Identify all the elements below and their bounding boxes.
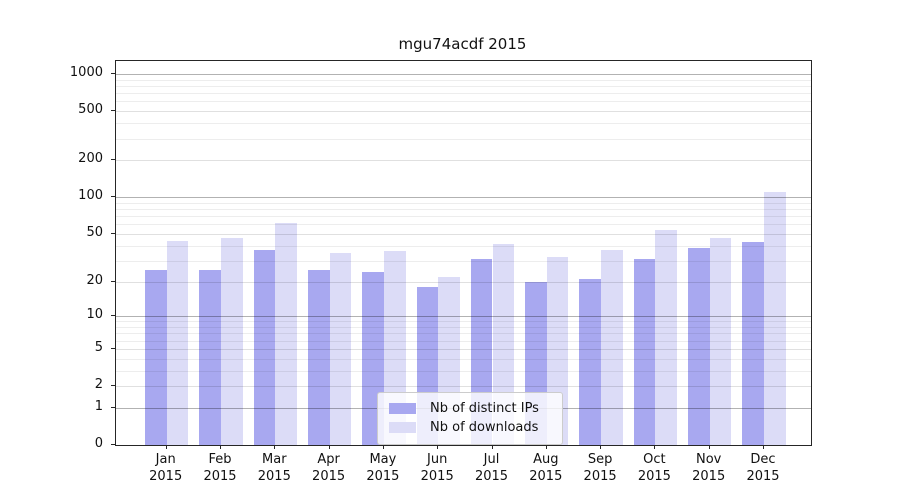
- bar-nb-of-distinct-ips-nov: [688, 248, 710, 445]
- x-tick-label-jul: Jul 2015: [474, 452, 509, 484]
- bar-nb-of-distinct-ips-apr: [307, 270, 330, 445]
- legend-item-downloads: Nb of downloads: [389, 418, 551, 437]
- x-tick-mark: [328, 445, 330, 449]
- bar-nb-of-distinct-ips-dec: [742, 241, 764, 445]
- bar-nb-of-distinct-ips-oct: [633, 258, 656, 445]
- x-tick-mark: [763, 445, 764, 449]
- x-tick-mark: [274, 445, 276, 449]
- y-tick-label-20: 20: [86, 272, 103, 288]
- x-tick-mark: [220, 445, 221, 449]
- y-tick-mark: [111, 196, 115, 198]
- x-tick-label-nov: Nov 2015: [692, 452, 726, 484]
- x-tick-label-dec: Dec 2015: [746, 452, 780, 484]
- bar-nb-of-downloads-sep: [601, 249, 623, 445]
- y-tick-mark: [111, 444, 115, 445]
- bar-nb-of-downloads-dec: [764, 192, 786, 445]
- bar-nb-of-distinct-ips-sep: [579, 279, 602, 445]
- y-tick-mark: [111, 73, 115, 74]
- x-tick-label-oct: Oct 2015: [637, 452, 671, 484]
- y-tick-label-2: 2: [94, 377, 103, 392]
- legend-swatch-distinct-ips-icon: [389, 403, 416, 414]
- bars-layer: [116, 61, 811, 445]
- bar-nb-of-downloads-apr: [329, 252, 352, 445]
- x-tick-mark: [382, 445, 384, 449]
- x-tick-mark: [545, 445, 547, 449]
- y-tick-mark: [111, 315, 115, 317]
- y-tick-mark: [111, 347, 115, 349]
- x-tick-label-mar: Mar 2015: [257, 452, 291, 484]
- bar-nb-of-downloads-nov: [709, 238, 732, 445]
- x-tick-label-jan: Jan 2015: [149, 452, 183, 484]
- x-tick-mark: [491, 445, 493, 449]
- y-tick-label-50: 50: [86, 224, 103, 240]
- bar-nb-of-downloads-feb: [221, 238, 243, 445]
- y-tick-mark: [111, 280, 115, 282]
- y-tick-label-500: 500: [78, 102, 103, 118]
- legend-item-distinct-ips: Nb of distinct IPs: [389, 399, 551, 418]
- y-tick-label-10: 10: [86, 307, 103, 323]
- x-tick-label-may: May 2015: [366, 452, 400, 484]
- x-tick-label-feb: Feb 2015: [203, 452, 237, 484]
- legend-label-distinct-ips: Nb of distinct IPs: [430, 401, 539, 416]
- y-tick-label-200: 200: [78, 151, 103, 167]
- bar-nb-of-downloads-jan: [166, 240, 189, 445]
- y-tick-mark: [111, 159, 115, 161]
- x-tick-label-jun: Jun 2015: [420, 452, 454, 484]
- legend-swatch-downloads-icon: [389, 422, 416, 433]
- legend-label-downloads: Nb of downloads: [430, 420, 539, 435]
- y-tick-mark: [111, 232, 115, 234]
- y-tick-mark: [111, 110, 115, 112]
- y-tick-label-100: 100: [78, 188, 103, 204]
- x-tick-mark: [708, 445, 710, 449]
- bar-nb-of-distinct-ips-mar: [253, 249, 276, 445]
- y-tick-label-5: 5: [94, 339, 103, 355]
- x-tick-mark: [654, 445, 656, 449]
- x-tick-label-sep: Sep 2015: [583, 452, 617, 484]
- y-tick-label-1: 1: [94, 398, 103, 414]
- chart-title: mgu74acdf 2015: [398, 35, 527, 53]
- bar-nb-of-distinct-ips-feb: [199, 270, 221, 445]
- y-tick-label-1000: 1000: [69, 65, 103, 80]
- bar-nb-of-downloads-mar: [275, 222, 297, 445]
- x-tick-mark: [437, 445, 439, 449]
- y-tick-mark: [111, 385, 115, 386]
- x-tick-mark: [600, 445, 602, 449]
- plot-area: [115, 60, 812, 446]
- x-tick-label-aug: Aug 2015: [529, 452, 563, 484]
- bar-nb-of-downloads-oct: [655, 229, 678, 445]
- y-tick-label-0: 0: [94, 436, 103, 451]
- legend: Nb of distinct IPs Nb of downloads: [377, 392, 563, 445]
- x-tick-mark: [165, 445, 167, 449]
- x-tick-label-apr: Apr 2015: [312, 452, 346, 484]
- bar-nb-of-distinct-ips-jan: [145, 270, 167, 445]
- y-tick-mark: [111, 406, 115, 408]
